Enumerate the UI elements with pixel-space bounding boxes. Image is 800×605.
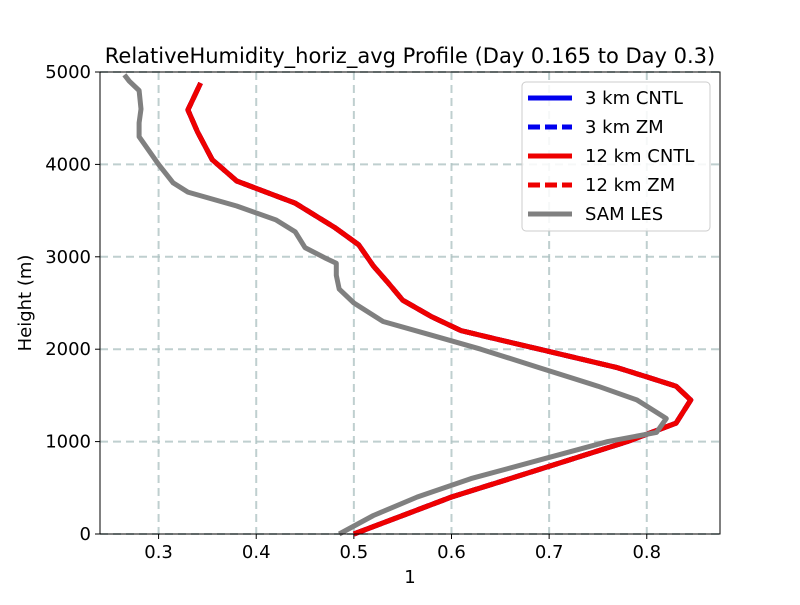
- y-tick-label: 0: [80, 524, 91, 545]
- series-layer: [122, 73, 694, 537]
- legend-items: 3 km CNTL 3 km ZM 12 km CNTL 12 km ZM SAM LE…: [528, 88, 694, 225]
- chart-title: RelativeHumidity_horiz_avg Profile (Day …: [105, 44, 715, 69]
- x-tick-label: 0.4: [242, 542, 271, 563]
- legend-label-3-km-zm: 3 km ZM: [585, 117, 664, 138]
- y-tick-label: 1000: [45, 432, 91, 453]
- x-tick-label: 0.7: [535, 542, 564, 563]
- y-tick-label: 4000: [45, 154, 91, 175]
- x-tick-label: 0.3: [144, 542, 173, 563]
- y-tick-label: 3000: [45, 247, 91, 268]
- y-axis-label: Height (m): [15, 255, 36, 352]
- legend-label-sam-les: SAM LES: [585, 204, 663, 225]
- legend-label-12-km-cntl: 12 km CNTL: [585, 146, 694, 167]
- x-tick-label: 0.6: [437, 542, 466, 563]
- legend: 3 km CNTL 3 km ZM 12 km CNTL 12 km ZM SAM LE…: [521, 81, 711, 232]
- legend-label-12-km-zm: 12 km ZM: [585, 175, 675, 196]
- x-tick-label: 0.5: [340, 542, 369, 563]
- plot-frame: [99, 71, 721, 535]
- x-axis-label: 1: [404, 567, 415, 588]
- series-line-12-km-zm: [185, 82, 694, 537]
- ticks: 0.3 0.4 0.5 0.6 0.7 0.8 0 1000 2000 3000 4000 5000: [45, 62, 661, 563]
- series-line-sam-les: [122, 73, 669, 537]
- y-tick-label: 5000: [45, 62, 91, 83]
- legend-label-3-km-cntl: 3 km CNTL: [585, 88, 683, 109]
- y-tick-label: 2000: [45, 339, 91, 360]
- x-tick-label: 0.8: [632, 542, 661, 563]
- legend-box: [521, 81, 711, 232]
